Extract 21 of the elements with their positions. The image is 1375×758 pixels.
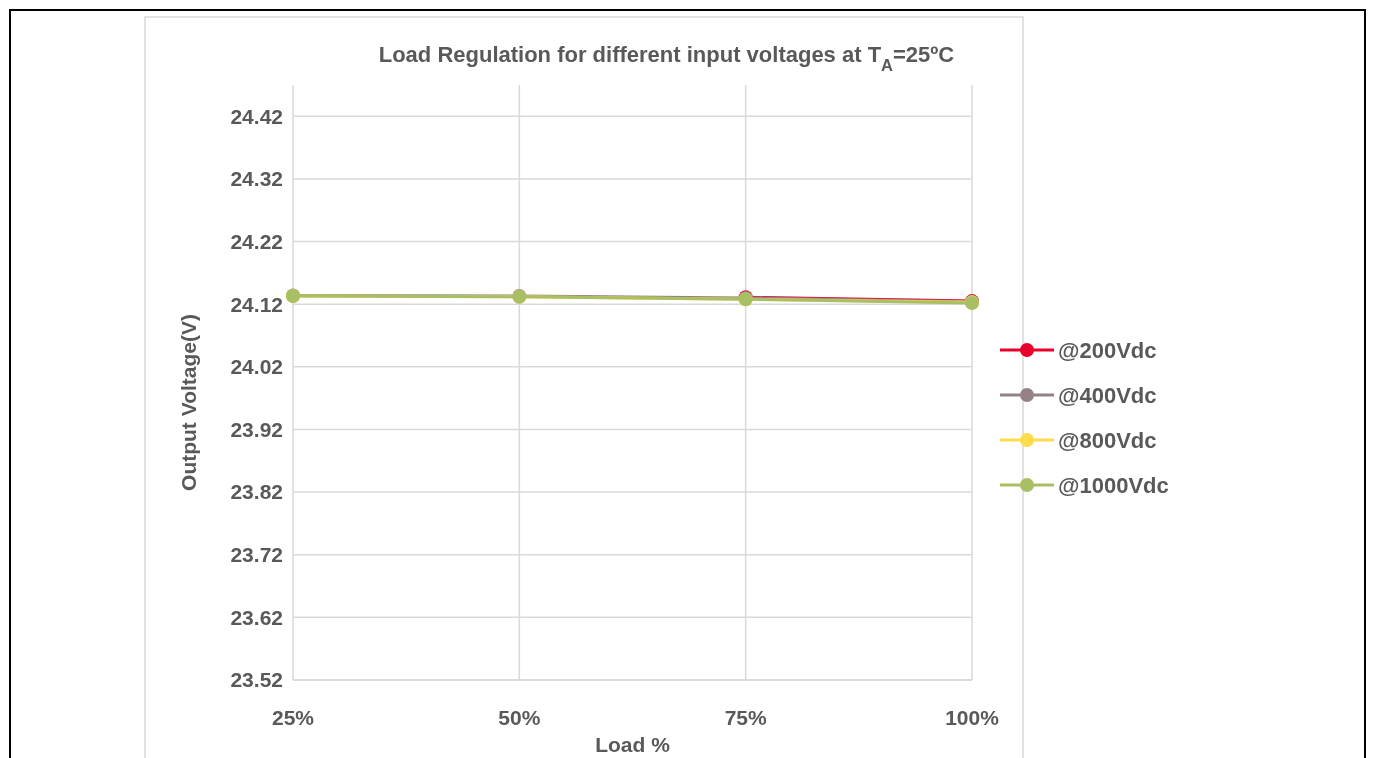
x-tick-label: 75% — [724, 706, 768, 729]
y-tick-label: 23.52 — [230, 668, 283, 692]
chart-title: Load Regulation for different input voltages at T$_{A}$=25ºC — [378, 42, 955, 74]
legend-label: @800Vdc — [1058, 427, 1157, 453]
y-tick-label: 24.42 — [230, 104, 283, 128]
y-tick-label: 24.22 — [230, 229, 283, 253]
y-tick-label: 23.72 — [230, 543, 283, 567]
legend-label: @400Vdc — [1058, 382, 1157, 408]
x-tick-label: 50% — [498, 706, 541, 729]
y-tick-label: 23.82 — [230, 480, 283, 504]
y-tick-label: 23.92 — [230, 417, 283, 441]
y-tick-label: 23.62 — [230, 605, 283, 629]
x-tick-label: 100% — [945, 706, 1000, 729]
y-axis-title: Output Voltage(V) — [177, 314, 200, 491]
legend-label: @200Vdc — [1058, 337, 1157, 363]
x-tick-label: 25% — [271, 706, 315, 729]
y-tick-label: 24.02 — [230, 355, 283, 379]
legend-label: @1000Vdc — [1058, 472, 1169, 498]
y-tick-label: 24.12 — [230, 292, 283, 316]
x-axis-title: Load % — [595, 733, 671, 756]
y-tick-label: 24.32 — [230, 167, 283, 191]
